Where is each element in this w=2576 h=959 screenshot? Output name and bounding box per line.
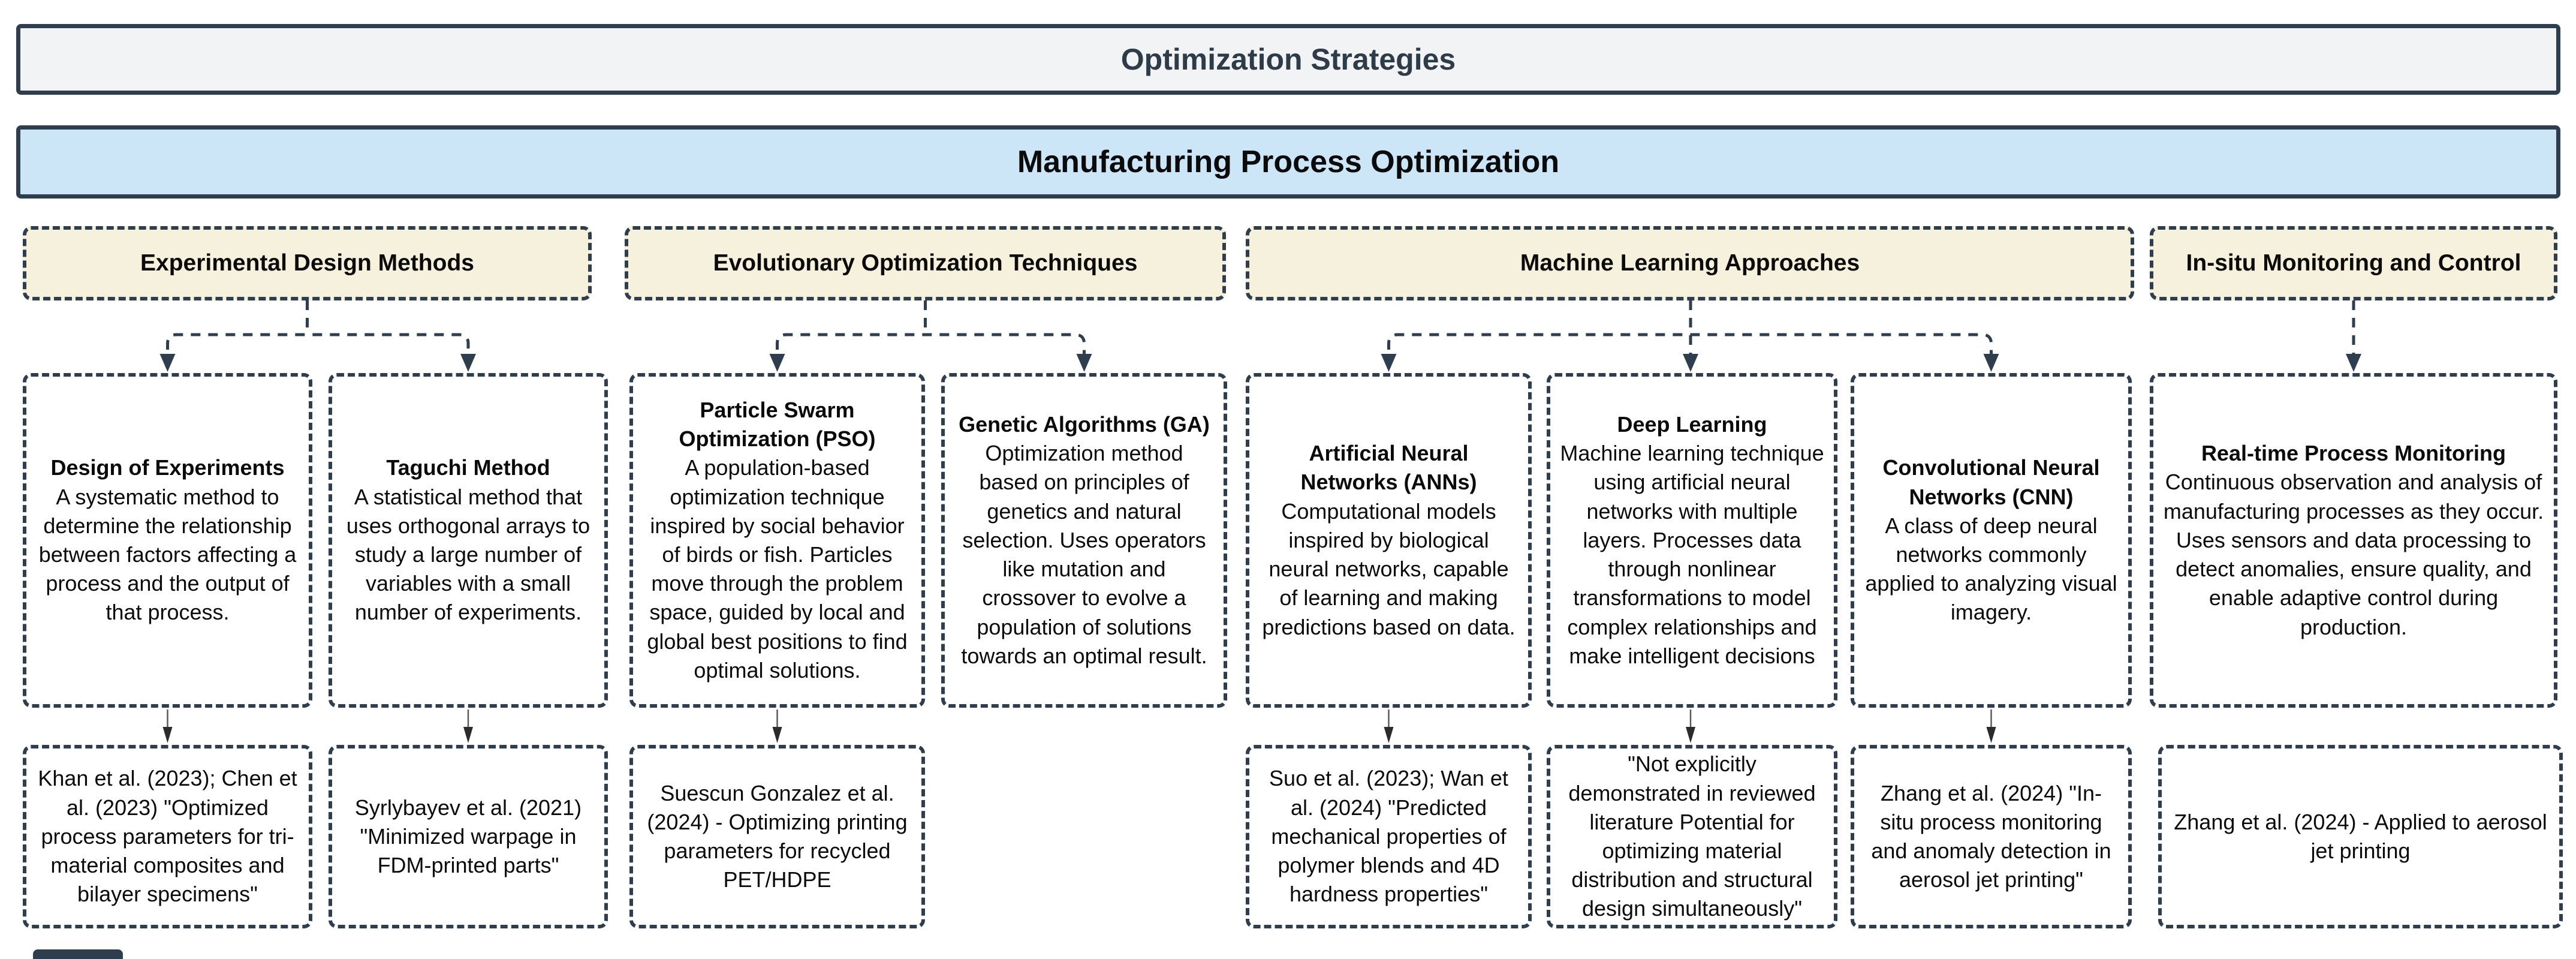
node-title: Genetic Algorithms (GA) — [959, 411, 1210, 437]
node-text: Design of Experiments A systematic metho… — [36, 453, 299, 627]
category-label: Experimental Design Methods — [140, 250, 474, 276]
cropped-box-edge — [33, 949, 123, 959]
node-text: Particle Swarm Optimization (PSO) A popu… — [643, 396, 912, 685]
citation-doe: Khan et al. (2023); Chen et al. (2023) "… — [23, 745, 312, 928]
citation-realtime-monitoring: Zhang et al. (2024) - Applied to aerosol… — [2158, 745, 2563, 928]
category-label: In-situ Monitoring and Control — [2186, 250, 2521, 276]
node-body: A systematic method to determine the rel… — [38, 484, 297, 625]
node-text: Real-time Process Monitoring Continuous … — [2163, 439, 2544, 642]
node-text: Deep Learning Machine learning technique… — [1560, 410, 1824, 671]
category-experimental-design: Experimental Design Methods — [23, 226, 592, 300]
node-realtime-process-monitoring: Real-time Process Monitoring Continuous … — [2150, 373, 2557, 708]
root-title-box: Optimization Strategies — [16, 24, 2560, 95]
citation-taguchi: Syrlybayev et al. (2021) "Minimized warp… — [329, 745, 608, 928]
node-body: A population-based optimization techniqu… — [647, 455, 908, 683]
node-title: Particle Swarm Optimization (PSO) — [679, 397, 876, 452]
node-body: Continuous observation and analysis of m… — [2163, 470, 2544, 639]
category-insitu-monitoring: In-situ Monitoring and Control — [2150, 226, 2557, 300]
node-title: Artificial Neural Networks (ANNs) — [1300, 441, 1477, 495]
category-evolutionary-optimization: Evolutionary Optimization Techniques — [625, 226, 1226, 300]
node-design-of-experiments: Design of Experiments A systematic metho… — [23, 373, 312, 708]
node-text: Artificial Neural Networks (ANNs) Comput… — [1259, 439, 1519, 642]
node-convolutional-neural-networks: Convolutional Neural Networks (CNN) A cl… — [1851, 373, 2132, 708]
node-text: Taguchi Method A statistical method that… — [342, 453, 595, 627]
node-artificial-neural-networks: Artificial Neural Networks (ANNs) Comput… — [1246, 373, 1532, 708]
root-title-label: Optimization Strategies — [1120, 43, 1456, 76]
citation-cnn: Zhang et al. (2024) "In-situ process mon… — [1851, 745, 2132, 928]
node-title: Design of Experiments — [50, 455, 285, 480]
main-title-box: Manufacturing Process Optimization — [16, 125, 2560, 199]
node-body: Optimization method based on principles … — [961, 441, 1207, 668]
citation-text: Suo et al. (2023); Wan et al. (2024) "Pr… — [1269, 766, 1508, 907]
main-title-label: Manufacturing Process Optimization — [1017, 145, 1560, 179]
node-title: Real-time Process Monitoring — [2201, 441, 2506, 466]
node-title: Convolutional Neural Networks (CNN) — [1882, 455, 2100, 509]
category-label: Evolutionary Optimization Techniques — [713, 250, 1138, 276]
node-body: Computational models inspired by biologi… — [1262, 498, 1516, 639]
node-taguchi-method: Taguchi Method A statistical method that… — [329, 373, 608, 708]
citation-pso: Suescun Gonzalez et al. (2024) - Optimiz… — [629, 745, 925, 928]
node-text: Convolutional Neural Networks (CNN) A cl… — [1864, 453, 2119, 627]
category-machine-learning: Machine Learning Approaches — [1246, 226, 2134, 300]
node-title: Deep Learning — [1617, 411, 1767, 437]
citation-text: Syrlybayev et al. (2021) "Minimized warp… — [354, 795, 582, 878]
citation-text: Zhang et al. (2024) - Applied to aerosol… — [2174, 809, 2547, 863]
citation-text: Suescun Gonzalez et al. (2024) - Optimiz… — [647, 780, 908, 892]
node-genetic-algorithms: Genetic Algorithms (GA) Optimization met… — [941, 373, 1227, 708]
citation-ann: Suo et al. (2023); Wan et al. (2024) "Pr… — [1246, 745, 1532, 928]
category-label: Machine Learning Approaches — [1520, 250, 1860, 276]
citation-text: Zhang et al. (2024) "In-situ process mon… — [1871, 780, 2111, 892]
node-body: Machine learning technique using artific… — [1560, 441, 1824, 668]
citation-deep-learning: "Not explicitly demonstrated in reviewed… — [1547, 745, 1837, 928]
node-title: Taguchi Method — [386, 455, 550, 480]
node-particle-swarm-optimization: Particle Swarm Optimization (PSO) A popu… — [629, 373, 925, 708]
node-deep-learning: Deep Learning Machine learning technique… — [1547, 373, 1837, 708]
node-body: A class of deep neural networks commonly… — [1865, 513, 2117, 625]
citation-text: "Not explicitly demonstrated in reviewed… — [1568, 751, 1816, 921]
node-body: A statistical method that uses orthogona… — [346, 484, 590, 625]
node-text: Genetic Algorithms (GA) Optimization met… — [954, 410, 1214, 671]
citation-text: Khan et al. (2023); Chen et al. (2023) "… — [38, 766, 297, 907]
